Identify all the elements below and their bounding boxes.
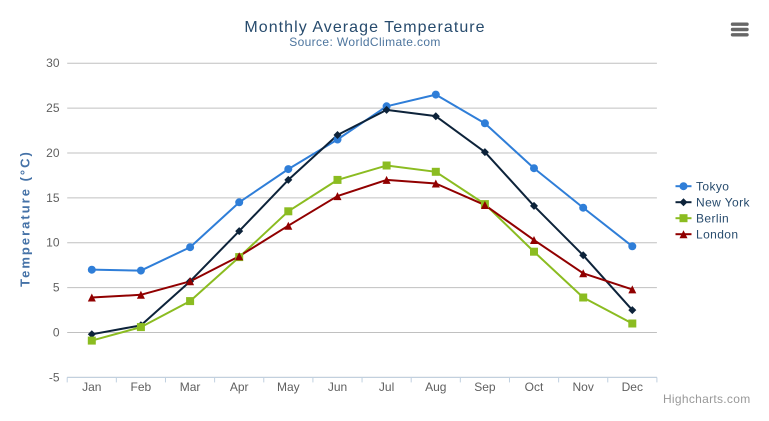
svg-text:Source: WorldClimate.com: Source: WorldClimate.com (289, 35, 441, 49)
svg-text:Oct: Oct (525, 380, 544, 394)
svg-text:Monthly Average Temperature: Monthly Average Temperature (244, 19, 485, 36)
svg-text:0: 0 (53, 326, 60, 340)
svg-text:London: London (696, 228, 738, 242)
svg-text:Highcharts.com: Highcharts.com (663, 392, 751, 406)
svg-text:Feb: Feb (131, 380, 152, 394)
svg-text:Dec: Dec (622, 380, 643, 394)
svg-text:Temperature (°C): Temperature (°C) (18, 150, 33, 287)
svg-text:Jul: Jul (379, 380, 394, 394)
svg-text:30: 30 (46, 56, 60, 70)
svg-text:10: 10 (46, 236, 60, 250)
svg-text:Tokyo: Tokyo (696, 180, 729, 194)
svg-text:Jun: Jun (328, 380, 347, 394)
svg-text:New York: New York (696, 196, 750, 210)
svg-text:25: 25 (46, 101, 60, 115)
svg-text:20: 20 (46, 146, 60, 160)
svg-text:5: 5 (53, 281, 60, 295)
svg-text:Apr: Apr (230, 380, 249, 394)
svg-text:Sep: Sep (474, 380, 496, 394)
svg-text:Mar: Mar (180, 380, 201, 394)
svg-text:-5: -5 (49, 370, 60, 384)
svg-text:May: May (277, 380, 300, 394)
svg-text:Berlin: Berlin (696, 212, 729, 226)
svg-text:15: 15 (46, 191, 60, 205)
svg-text:Jan: Jan (82, 380, 101, 394)
svg-text:Nov: Nov (573, 380, 594, 394)
svg-text:Aug: Aug (425, 380, 446, 394)
